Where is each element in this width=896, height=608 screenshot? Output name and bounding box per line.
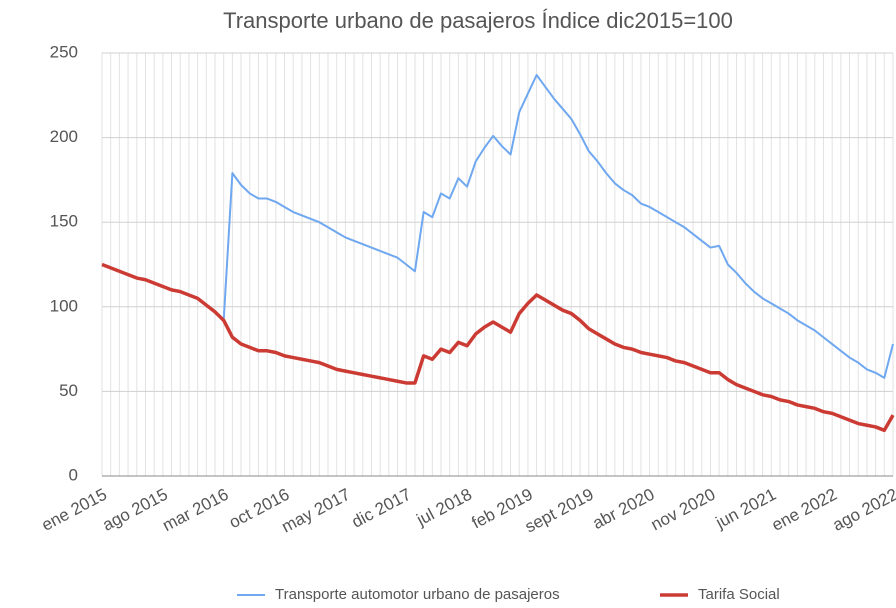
y-tick-label: 0 xyxy=(69,465,78,484)
x-tick-label: ene 2022 xyxy=(769,485,841,535)
legend-label: Transporte automotor urbano de pasajeros xyxy=(275,586,560,603)
y-tick-label: 100 xyxy=(50,296,78,315)
x-tick-label: jun 2021 xyxy=(712,485,779,533)
series-line xyxy=(101,73,894,379)
chart-title: Transporte urbano de pasajeros Índice di… xyxy=(223,8,733,33)
x-tick-label: mar 2016 xyxy=(159,485,231,535)
x-tick-label: jul 2018 xyxy=(413,485,475,530)
series-line xyxy=(101,262,895,433)
x-tick-label: ago 2015 xyxy=(99,485,171,535)
y-tick-label: 150 xyxy=(50,212,78,231)
x-tick-label: ene 2015 xyxy=(38,485,110,535)
y-tick-label: 50 xyxy=(59,381,78,400)
x-tick-label: sept 2019 xyxy=(522,485,597,537)
x-tick-label: nov 2020 xyxy=(648,485,719,535)
x-tick-label: dic 2017 xyxy=(349,485,415,532)
legend-label: Tarifa Social xyxy=(698,586,780,603)
x-tick-label: abr 2020 xyxy=(589,485,657,533)
x-tick-label: ago 2022 xyxy=(829,485,896,535)
y-tick-label: 250 xyxy=(50,42,78,61)
x-tick-label: may 2017 xyxy=(279,485,354,537)
y-tick-label: 200 xyxy=(50,127,78,146)
